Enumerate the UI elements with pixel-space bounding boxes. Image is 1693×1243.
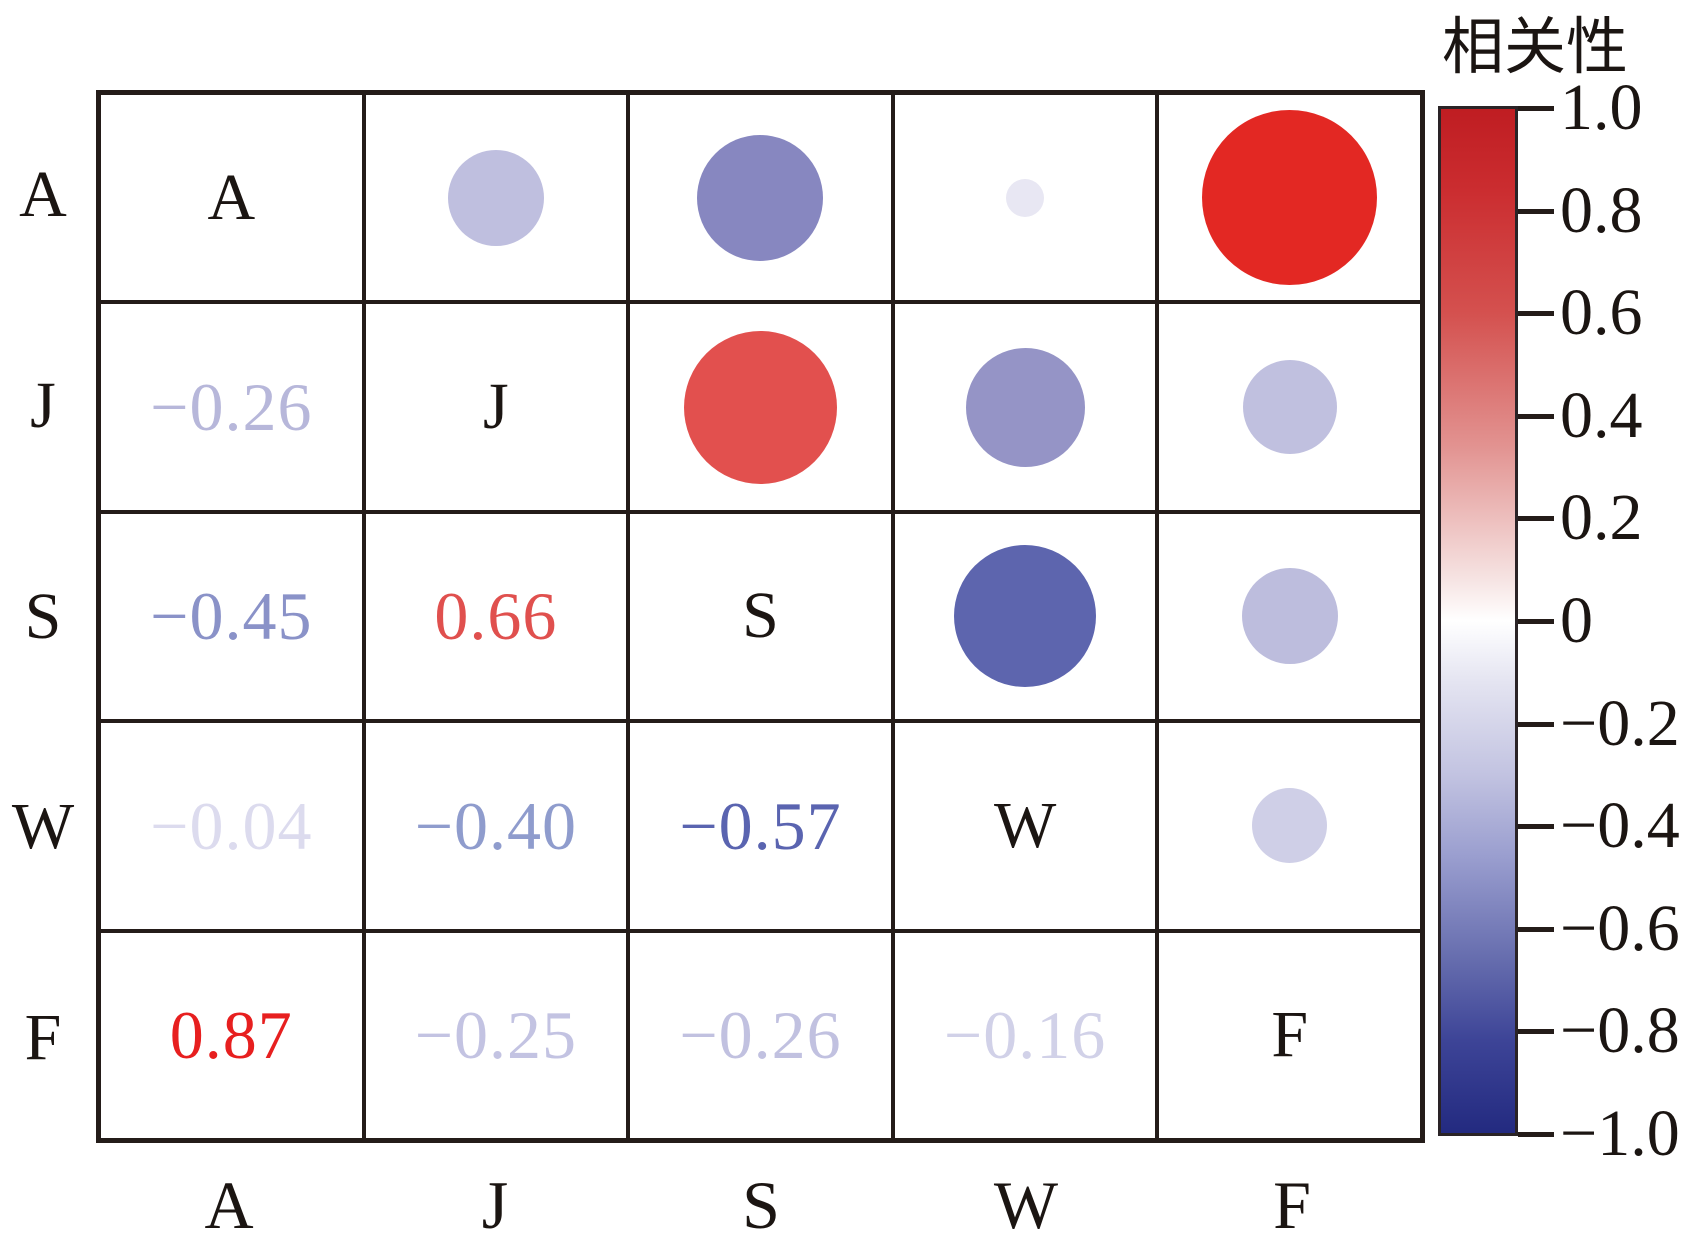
correlation-circle-W-F [1252, 788, 1328, 864]
matrix-cell-F-F: F [1159, 932, 1420, 1138]
matrix-cell-W-F [1159, 723, 1420, 929]
correlation-circle-S-W [954, 545, 1097, 688]
colorbar-tick-mark [1518, 414, 1554, 419]
colorbar-tick-mark [1518, 516, 1554, 521]
correlation-value-F-J: −0.25 [414, 997, 578, 1074]
correlation-value-F-S: −0.26 [679, 997, 842, 1074]
matrix-cell-A-F [1159, 95, 1420, 301]
matrix-cell-F-W: −0.16 [894, 932, 1156, 1138]
matrix-cell-A-W [894, 95, 1156, 301]
matrix-cell-S-A: −0.45 [101, 513, 362, 720]
diagonal-label-S: S [742, 579, 779, 653]
colorbar-title: 相关性 [1441, 14, 1628, 82]
matrix-cell-S-J: 0.66 [365, 513, 627, 720]
diagonal-label-W: W [993, 788, 1057, 862]
colorbar-tick-mark [1518, 106, 1554, 111]
matrix-cell-S-S: S [630, 513, 891, 720]
matrix-cell-A-S [630, 95, 891, 301]
colorbar-tick-mark [1518, 1029, 1554, 1034]
colorbar-tick-mark [1518, 311, 1554, 316]
matrix-cell-F-J: −0.25 [365, 932, 627, 1138]
correlation-circle-A-W [1006, 178, 1045, 217]
correlation-value-S-J: 0.66 [434, 578, 558, 655]
correlation-value-J-A: −0.26 [150, 369, 313, 446]
colorbar-tick-mark [1518, 927, 1554, 932]
matrix-cell-W-J: −0.40 [365, 723, 627, 929]
matrix-cell-F-A: 0.87 [101, 932, 362, 1138]
correlation-circle-A-F [1202, 110, 1378, 286]
diagonal-label-J: J [483, 370, 509, 444]
correlation-circle-S-F [1241, 568, 1338, 665]
matrix-cell-F-S: −0.26 [630, 932, 891, 1138]
matrix-cell-J-W [894, 304, 1156, 510]
matrix-cell-W-W: W [894, 723, 1156, 929]
correlation-value-F-A: 0.87 [169, 997, 293, 1074]
matrix-grid: A −0.26 J −0.45 0.66 S −0.04 −0.40 −0.57 W 0.87 −0.… [96, 90, 1425, 1143]
matrix-cell-J-A: −0.26 [101, 304, 362, 510]
correlation-value-F-W: −0.16 [943, 997, 1107, 1074]
matrix-cell-J-F [1159, 304, 1420, 510]
correlation-value-W-S: −0.57 [679, 787, 842, 864]
matrix-cell-S-F [1159, 513, 1420, 720]
matrix-cell-J-S [630, 304, 891, 510]
colorbar-tick-mark [1518, 824, 1554, 829]
matrix-cell-A-A: A [101, 95, 362, 301]
correlation-value-W-A: −0.04 [150, 787, 313, 864]
colorbar-tick-mark [1518, 1132, 1554, 1137]
colorbar-tick-mark [1518, 619, 1554, 624]
correlation-circle-A-J [447, 149, 544, 246]
diagonal-label-F: F [1271, 998, 1309, 1072]
correlation-circle-A-S [697, 134, 824, 261]
matrix-cell-W-S: −0.57 [630, 723, 891, 929]
diagonal-label-A: A [207, 160, 256, 234]
colorbar-tick-mark [1518, 209, 1554, 214]
correlation-value-W-J: −0.40 [414, 787, 578, 864]
colorbar-gradient [1438, 106, 1518, 1136]
colorbar-tick-mark [1518, 722, 1554, 727]
matrix-cell-S-W [894, 513, 1156, 720]
matrix-cell-A-J [365, 95, 627, 301]
matrix-cell-J-J: J [365, 304, 627, 510]
correlation-value-S-A: −0.45 [150, 578, 313, 655]
correlation-circle-J-W [965, 347, 1085, 467]
correlation-circle-J-F [1242, 360, 1337, 455]
correlation-circle-J-S [683, 330, 837, 484]
matrix-cell-W-A: −0.04 [101, 723, 362, 929]
